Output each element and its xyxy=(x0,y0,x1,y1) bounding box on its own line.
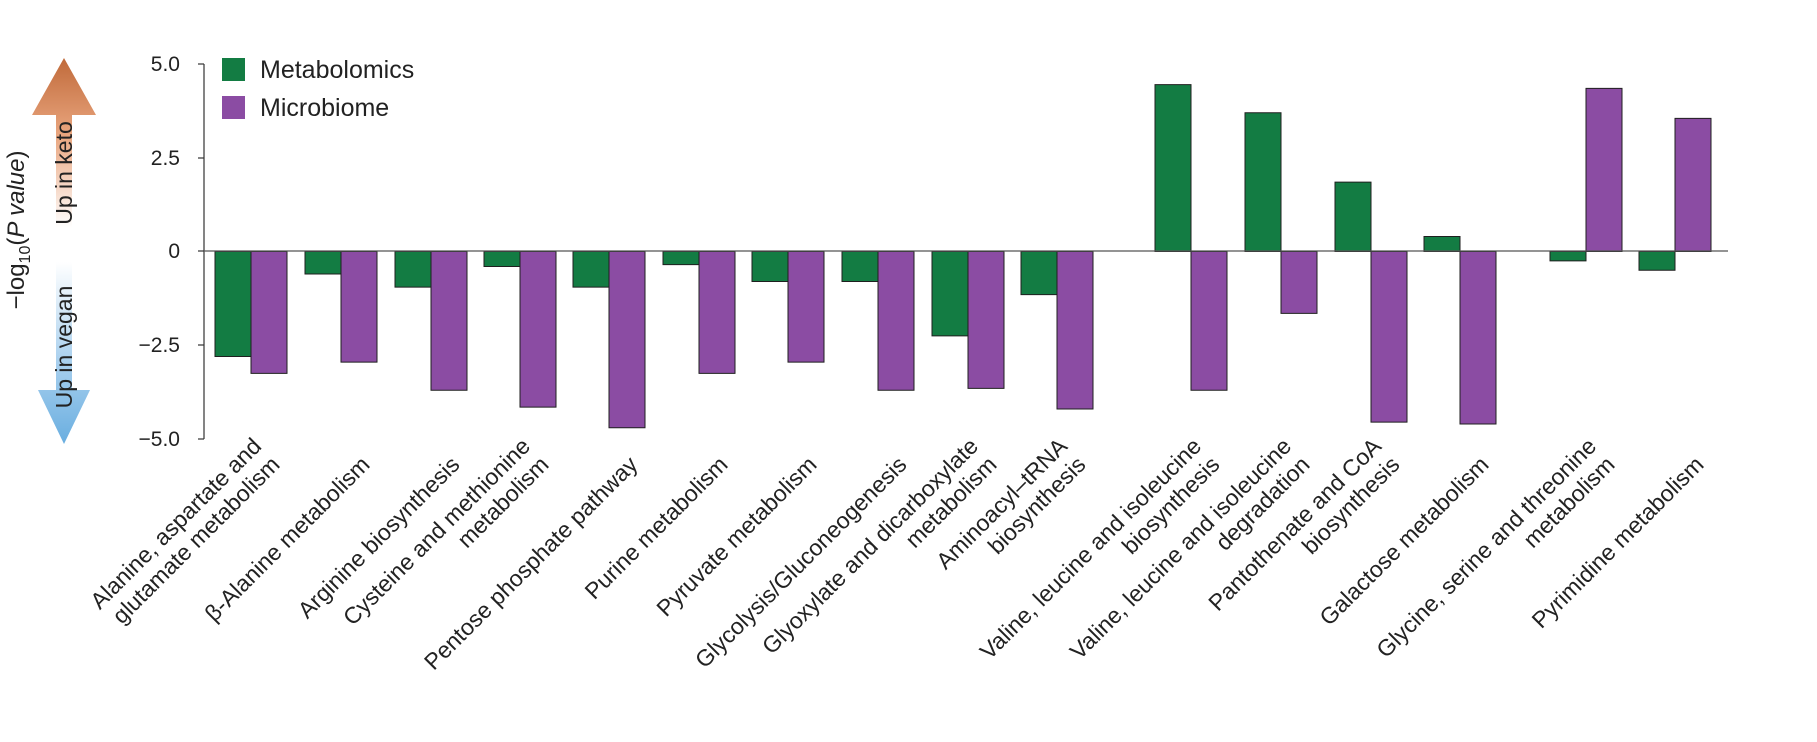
legend-swatch-microbiome xyxy=(222,96,245,119)
bar-metabolomics-13 xyxy=(1423,236,1461,252)
bar-microbiome-0 xyxy=(250,251,288,374)
y-tick-label: 2.5 xyxy=(151,147,180,170)
legend-label-microbiome: Microbiome xyxy=(260,94,389,122)
bar-microbiome-13 xyxy=(1459,251,1497,425)
bar-microbiome-4 xyxy=(608,251,646,429)
category-label-0: Alanine, aspartate andglutamate metaboli… xyxy=(85,433,285,633)
bar-metabolomics-4 xyxy=(572,251,610,288)
y-axis-title-open: ( xyxy=(3,238,30,246)
bar-metabolomics-14 xyxy=(1549,251,1587,262)
y-axis-title-prefix: −log xyxy=(3,263,30,309)
bar-microbiome-8 xyxy=(967,251,1005,389)
legend: Metabolomics Microbiome xyxy=(222,56,414,122)
bar-metabolomics-5 xyxy=(662,251,700,266)
legend-label-metabolomics: Metabolomics xyxy=(260,56,414,84)
y-tick-label: 5.0 xyxy=(151,53,180,76)
y-axis-title: −log10(P value) xyxy=(3,150,34,309)
bar-metabolomics-1 xyxy=(304,251,342,275)
category-label-14: Glycine, serine and threoninemetabolism xyxy=(1371,433,1619,681)
bars xyxy=(214,84,1712,429)
bar-metabolomics-3 xyxy=(483,251,521,267)
y-axis-title-subscript: 10 xyxy=(17,246,34,264)
bar-metabolomics-7 xyxy=(841,251,879,282)
bar-microbiome-15 xyxy=(1674,117,1712,252)
bar-microbiome-1 xyxy=(340,251,378,363)
category-label-6: Pyruvate metabolism xyxy=(651,451,821,621)
y-axis-title-close: ) xyxy=(3,150,30,158)
bar-microbiome-12 xyxy=(1370,251,1408,423)
up-in-vegan-label: Up in vegan xyxy=(51,286,77,409)
bar-metabolomics-0 xyxy=(214,251,252,357)
y-tick-label: −2.5 xyxy=(139,334,180,357)
y-tick-label: 0 xyxy=(168,240,180,263)
bar-metabolomics-12 xyxy=(1334,181,1372,252)
bar-microbiome-5 xyxy=(698,251,736,374)
bar-microbiome-2 xyxy=(430,251,468,391)
bar-microbiome-10 xyxy=(1190,251,1228,391)
up-in-keto-label: Up in keto xyxy=(51,121,77,225)
y-tick-label: −5.0 xyxy=(139,428,180,451)
up-arrow xyxy=(32,58,96,228)
category-labels: Alanine, aspartate andglutamate metaboli… xyxy=(85,432,1709,681)
bar-metabolomics-9 xyxy=(1020,251,1058,296)
bar-metabolomics-15 xyxy=(1638,251,1676,271)
bar-microbiome-3 xyxy=(519,251,557,408)
bar-metabolomics-6 xyxy=(751,251,789,282)
down-arrow xyxy=(38,262,90,444)
y-axis-title-italic: P value xyxy=(3,158,30,237)
bar-microbiome-7 xyxy=(877,251,915,391)
legend-swatch-metabolomics xyxy=(222,58,245,81)
bar-microbiome-9 xyxy=(1056,251,1094,410)
bar-metabolomics-11 xyxy=(1244,112,1282,252)
bar-microbiome-11 xyxy=(1280,251,1318,314)
bar-metabolomics-8 xyxy=(931,251,969,337)
direction-arrows: Up in keto Up in vegan xyxy=(32,58,96,444)
bar-microbiome-14 xyxy=(1585,87,1623,252)
bar-metabolomics-2 xyxy=(394,251,432,288)
y-axis: 5.0 2.5 0 −2.5 −5.0 xyxy=(139,53,205,451)
category-label-line: Pyruvate metabolism xyxy=(651,451,821,621)
category-label-line: glutamate metabolism xyxy=(107,451,284,628)
bar-metabolomics-10 xyxy=(1154,84,1192,252)
bar-microbiome-6 xyxy=(787,251,825,363)
